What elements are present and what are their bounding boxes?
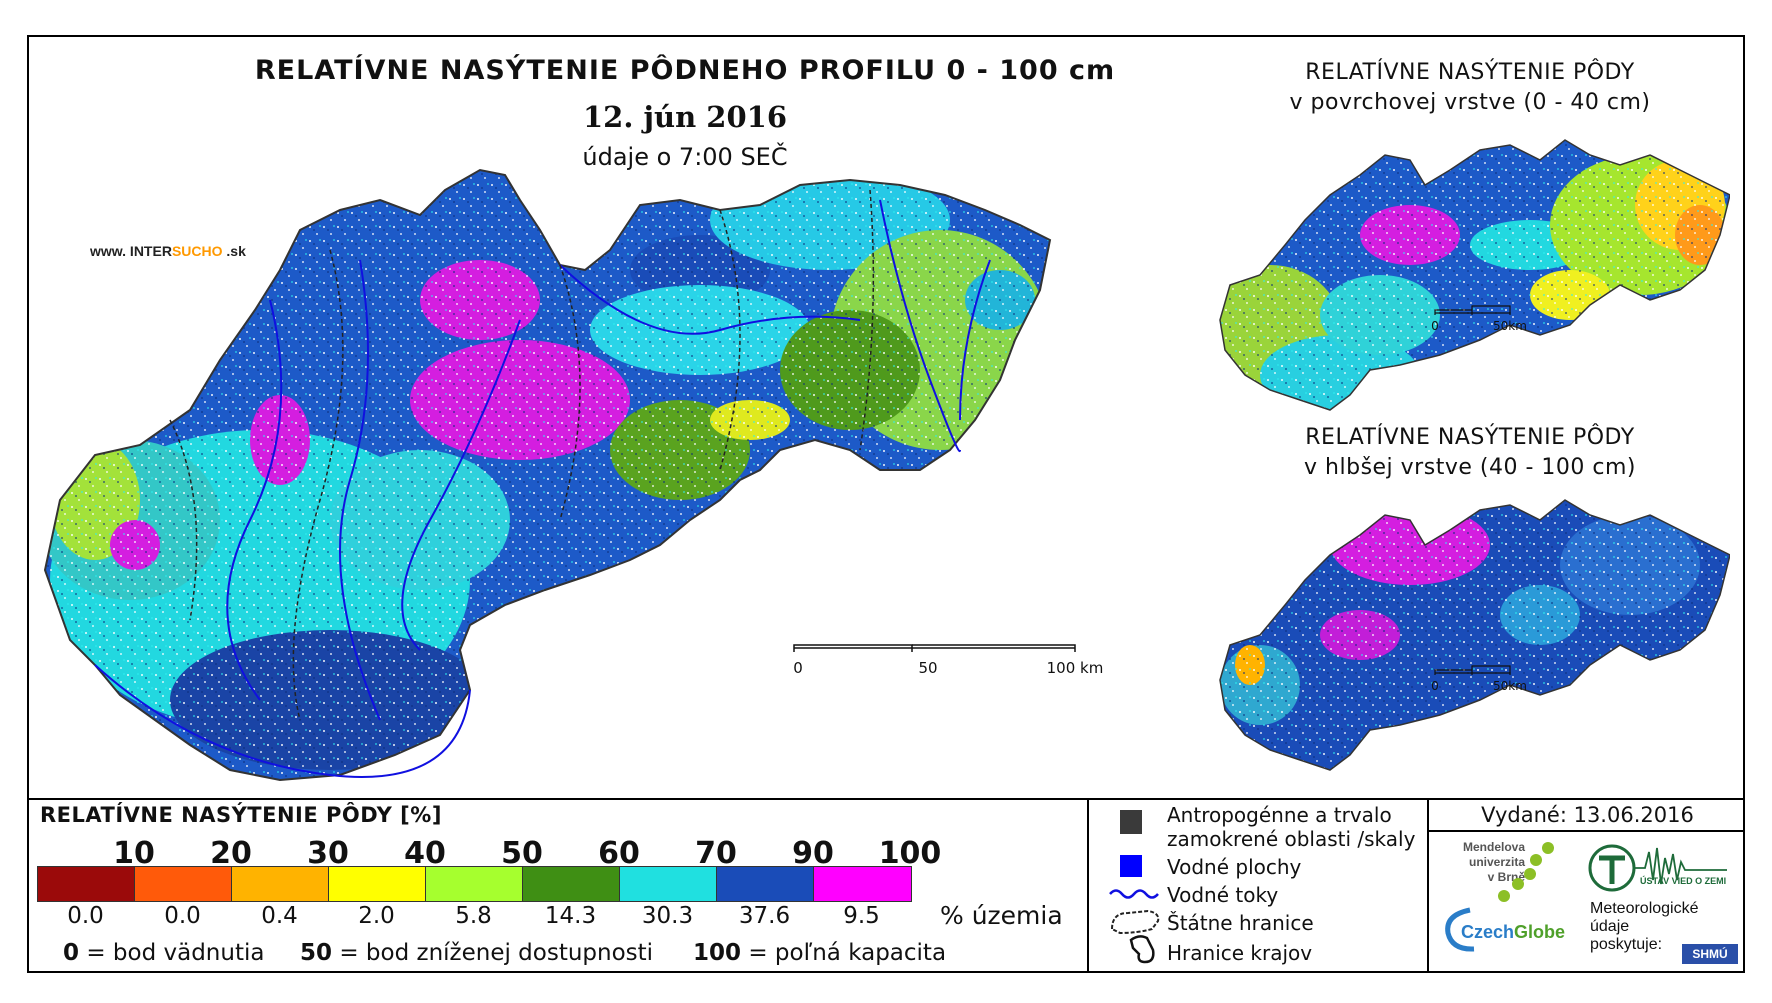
legend-divider-issued (1427, 830, 1745, 832)
symbol-river-icon (1109, 889, 1159, 899)
symbol-region-icon (1129, 935, 1155, 964)
legend-pct-unit: % územia (940, 901, 1063, 930)
legend-color-swatch (38, 867, 135, 901)
symbol-border-label: Štátne hranice (1167, 911, 1314, 935)
legend-title: RELATÍVNE NASÝTENIE PÔDY [%] (40, 803, 442, 827)
legend-color-swatch (620, 867, 717, 901)
main-scale-bar (793, 644, 1076, 652)
legend-note-capacity: 100 = poľná kapacita (693, 940, 947, 966)
intersucho-brand: www. INTERSUCHO .sk (90, 243, 246, 259)
symbol-region-label: Hranice krajov (1167, 941, 1313, 965)
legend-color-swatch (426, 867, 523, 901)
legend-percentage: 0.0 (67, 903, 104, 929)
legend-divider-vertical (1427, 798, 1429, 973)
czechglobe-logo-icon (1445, 907, 1475, 952)
legend-percentage: 5.8 (455, 903, 492, 929)
ustav-logo-text: ÚSTAV VIED O ZEMI (1640, 876, 1727, 886)
legend-tick-label: 70 (695, 836, 737, 871)
legend-color-swatch (135, 867, 232, 901)
mendel-logo-text: Mendelova univerzita v Brně (1463, 840, 1526, 884)
legend-note-reduced: 50 = bod zníženej dostupnosti (300, 940, 654, 966)
czechglobe-logo-text: CzechGlobe (1461, 922, 1566, 942)
legend-percentage: 30.3 (641, 903, 694, 929)
legend-percentage: 0.4 (261, 903, 298, 929)
legend-percentage: 37.6 (738, 903, 791, 929)
map-date: 12. jún 2016 (582, 100, 788, 134)
legend-color-swatch (717, 867, 814, 901)
surface-layer-map: 0 50km (1219, 139, 1730, 411)
legend-tick-label: 60 (598, 836, 640, 871)
legend-tick-label: 40 (404, 836, 446, 871)
svg-text:0: 0 (1431, 319, 1439, 333)
legend-color-swatch (814, 867, 911, 901)
svg-text:50: 50 (918, 659, 937, 677)
shmu-logo: SHMÚ (1682, 944, 1738, 964)
side-map-title-deep: RELATÍVNE NASÝTENIE PÔDY v hlbšej vrstve… (1304, 425, 1636, 480)
legend-colorbar (37, 866, 912, 902)
legend-color-swatch (232, 867, 329, 901)
symbol-border-icon (1110, 909, 1160, 935)
legend-tick-label: 50 (501, 836, 543, 871)
legend-tick-label: 10 (113, 836, 155, 871)
map-title: RELATÍVNE NASÝTENIE PÔDNEHO PROFILU 0 - … (254, 55, 1116, 86)
legend-percentage: 2.0 (358, 903, 395, 929)
legend-tick-label: 30 (307, 836, 349, 871)
svg-text:50km: 50km (1493, 679, 1527, 693)
mendel-logo-icon (1498, 842, 1554, 902)
map-time: údaje o 7:00 SEČ (582, 143, 788, 171)
svg-text:0: 0 (793, 659, 803, 677)
legend-tick-label: 20 (210, 836, 252, 871)
legend-tick-label: 90 (792, 836, 834, 871)
symbol-anthropogenic-icon (1120, 810, 1142, 834)
legend-divider-vertical (1087, 798, 1089, 973)
symbol-anthropogenic-label: Antropogénne a trvalo zamokrené oblasti … (1167, 803, 1416, 851)
meteo-provider-text: Meteorologické údaje poskytuje: (1590, 900, 1699, 953)
symbol-water-icon (1120, 855, 1142, 877)
legend-color-swatch (329, 867, 426, 901)
legend-percentage: 9.5 (843, 903, 880, 929)
deep-layer-map: 0 50km (1219, 499, 1730, 771)
svg-text:100 km: 100 km (1047, 659, 1104, 677)
legend-percentage: 0.0 (164, 903, 201, 929)
symbol-river-label: Vodné toky (1167, 883, 1279, 907)
legend-divider (27, 798, 1745, 800)
legend-percentage: 14.3 (544, 903, 597, 929)
ustav-logo-icon (1588, 844, 1727, 892)
legend-tick-label: 100 (878, 836, 942, 871)
legend-note-wilting: 0 = bod vädnutia (63, 940, 265, 966)
issued-date: Vydané: 13.06.2016 (1481, 803, 1694, 827)
side-map-title-surface: RELATÍVNE NASÝTENIE PÔDY v povrchovej vr… (1289, 60, 1651, 115)
svg-text:50km: 50km (1493, 319, 1527, 333)
svg-text:0: 0 (1431, 679, 1439, 693)
legend-color-swatch (523, 867, 620, 901)
symbol-water-label: Vodné plochy (1167, 855, 1302, 879)
